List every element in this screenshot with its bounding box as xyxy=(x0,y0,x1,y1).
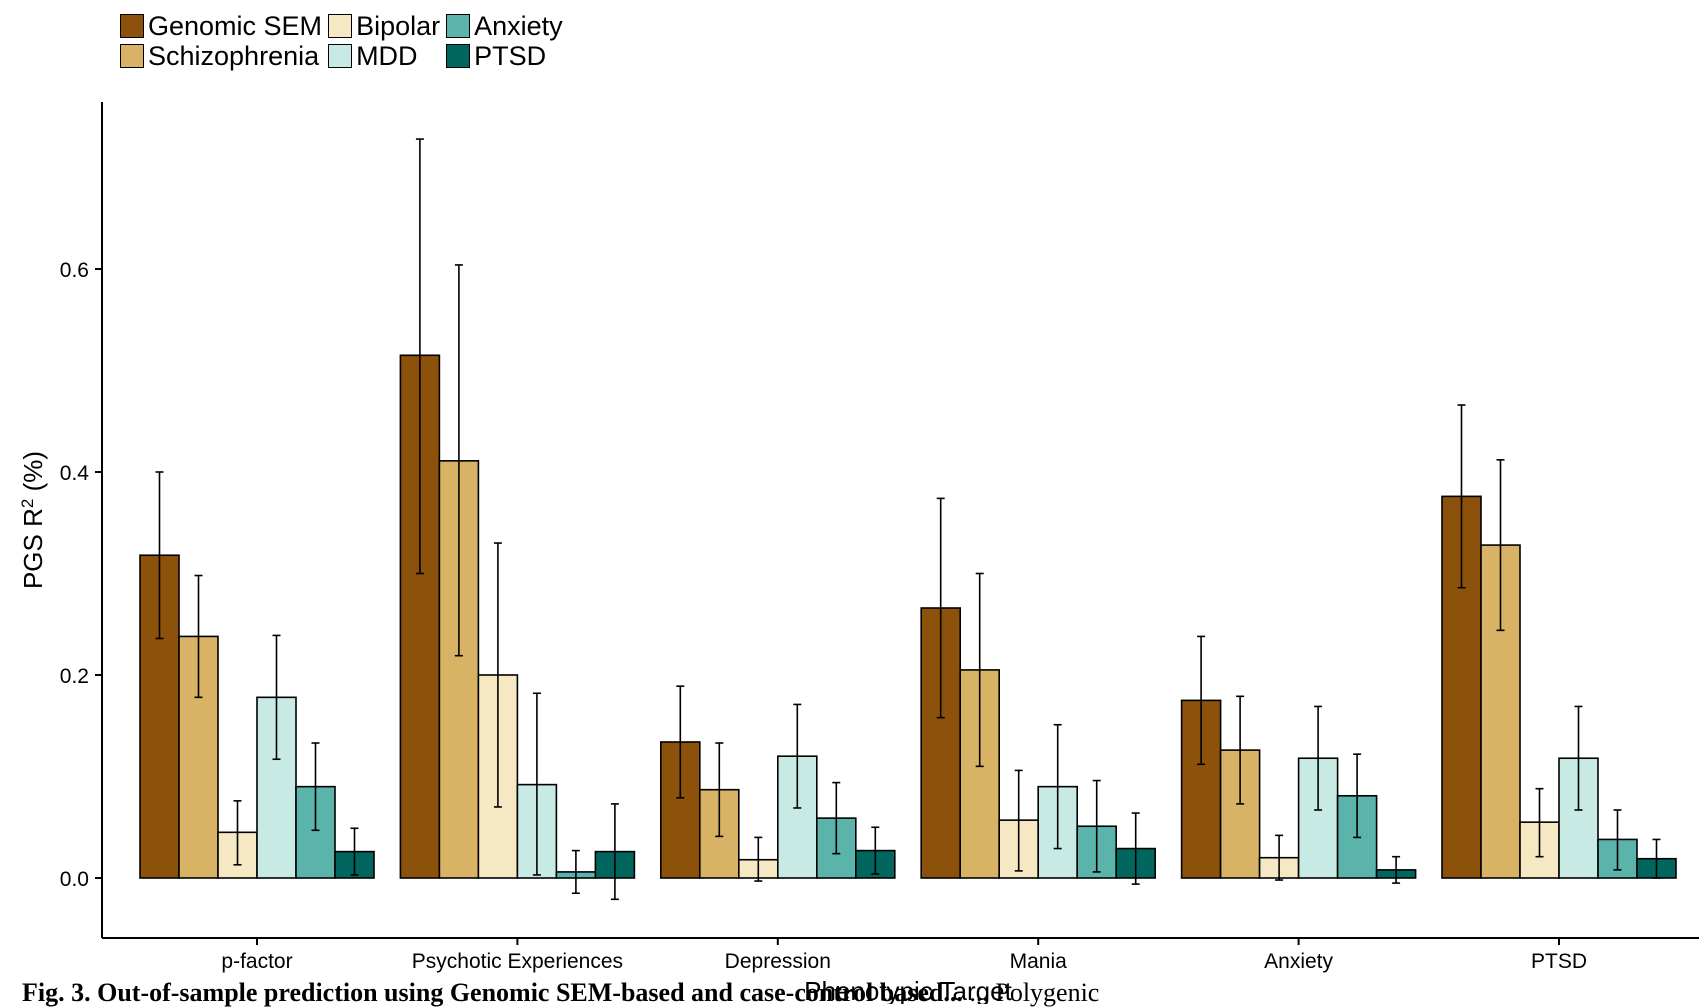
x-tick-label-anxiety: Anxiety xyxy=(1264,950,1333,973)
error-bar-anxiety-ptsd xyxy=(1392,855,1401,884)
error-bar-ptsd-genomic-sem xyxy=(1457,404,1466,589)
x-tick-label-mania: Mania xyxy=(1010,950,1068,973)
error-bar-anxiety-anxiety xyxy=(1353,753,1362,839)
legend: Genomic SEM Bipolar Anxiety Schizophreni… xyxy=(120,10,563,71)
legend-item-bipolar: Bipolar xyxy=(328,10,441,41)
y-axis-title-main: PGS R xyxy=(18,508,48,589)
legend-item-ptsd: PTSD xyxy=(446,40,563,71)
y-tick-label: 0.4 xyxy=(60,462,90,485)
error-bar-mania-mdd xyxy=(1053,723,1062,850)
x-tick-label-ptsd: PTSD xyxy=(1531,950,1587,973)
error-bar-p-factor-mdd xyxy=(272,634,281,761)
x-ticks: p-factor Psychotic Experiences Depression M… xyxy=(221,938,1587,973)
error-bar-depression-genomic-sem xyxy=(676,685,685,799)
x-tick-label-psychotic-experiences: Psychotic Experiences xyxy=(412,950,623,973)
error-bar-p-factor-anxiety xyxy=(311,742,320,832)
error-bar-p-factor-genomic-sem xyxy=(155,471,164,640)
error-bar-psychotic-experiences-bipolar xyxy=(493,542,502,808)
legend-label-genomic-sem: Genomic SEM xyxy=(148,10,323,41)
error-bar-ptsd-ptsd xyxy=(1652,838,1661,879)
error-bar-ptsd-bipolar xyxy=(1535,787,1544,858)
error-bar-depression-ptsd xyxy=(871,826,880,875)
error-bar-psychotic-experiences-anxiety xyxy=(571,849,580,895)
error-bar-mania-ptsd xyxy=(1131,812,1140,885)
legend-item-genomic-sem: Genomic SEM xyxy=(120,10,323,41)
error-bar-psychotic-experiences-genomic-sem xyxy=(415,138,424,575)
legend-swatch-anxiety xyxy=(446,14,471,38)
y-axis-title: PGS R2 (%) xyxy=(18,451,49,589)
error-bar-psychotic-experiences-ptsd xyxy=(610,803,619,901)
error-bar-psychotic-experiences-schizophrenia xyxy=(454,264,463,657)
error-bar-ptsd-anxiety xyxy=(1613,809,1622,871)
error-bar-mania-genomic-sem xyxy=(936,497,945,719)
error-bar-anxiety-schizophrenia xyxy=(1236,695,1245,805)
legend-item-anxiety: Anxiety xyxy=(446,10,563,41)
figure-caption: Fig. 3. Out-of-sample prediction using G… xyxy=(22,978,1099,1008)
caption-bold-text: Fig. 3. Out-of-sample prediction using G… xyxy=(22,978,963,1007)
legend-swatch-bipolar xyxy=(328,14,353,38)
legend-label-mdd: MDD xyxy=(356,40,418,71)
error-bar-mania-bipolar xyxy=(1014,769,1023,872)
error-bar-psychotic-experiences-mdd xyxy=(532,692,541,876)
error-bar-ptsd-mdd xyxy=(1574,705,1583,811)
bars xyxy=(139,354,1677,879)
y-tick-label: 0.6 xyxy=(60,259,89,282)
error-bar-anxiety-genomic-sem xyxy=(1197,635,1206,766)
legend-swatch-genomic-sem xyxy=(120,14,144,38)
error-bar-p-factor-bipolar xyxy=(233,800,242,866)
error-bar-depression-schizophrenia xyxy=(715,742,724,838)
error-bar-mania-schizophrenia xyxy=(975,572,984,768)
y-tick-label: 0.0 xyxy=(60,868,89,891)
x-tick-label-depression: Depression xyxy=(725,950,831,973)
legend-swatch-schizophrenia xyxy=(120,44,144,68)
error-bar-depression-bipolar xyxy=(754,836,763,882)
error-bar-anxiety-bipolar xyxy=(1275,834,1284,881)
y-ticks: 0.0 0.2 0.4 0.6 xyxy=(60,259,102,891)
y-tick-label: 0.2 xyxy=(60,665,89,688)
y-axis-title-unit: (%) xyxy=(18,451,48,499)
error-bar-depression-mdd xyxy=(793,703,802,809)
legend-label-anxiety: Anxiety xyxy=(474,10,563,41)
error-bar-anxiety-mdd xyxy=(1314,705,1323,811)
error-bar-depression-anxiety xyxy=(832,781,841,855)
legend-label-bipolar: Bipolar xyxy=(356,10,441,41)
legend-swatch-ptsd xyxy=(446,44,471,68)
error-bar-p-factor-schizophrenia xyxy=(194,574,203,699)
axes xyxy=(101,102,1699,939)
y-axis-title-sup: 2 xyxy=(18,499,37,508)
error-bar-mania-anxiety xyxy=(1092,779,1101,873)
legend-item-mdd: MDD xyxy=(328,40,440,71)
legend-label-schizophrenia: Schizophrenia xyxy=(148,40,320,71)
legend-swatch-mdd xyxy=(328,44,353,68)
error-bar-p-factor-ptsd xyxy=(350,827,359,876)
caption-rest-text: ... Polygenic xyxy=(969,978,1100,1007)
error-bars xyxy=(155,138,1661,901)
legend-label-ptsd: PTSD xyxy=(474,40,547,71)
x-axis-title: Phenotypic Target xyxy=(804,976,1012,1004)
legend-item-schizophrenia: Schizophrenia xyxy=(120,40,322,71)
error-bar-ptsd-schizophrenia xyxy=(1496,459,1505,632)
x-tick-label-p-factor: p-factor xyxy=(221,950,292,973)
